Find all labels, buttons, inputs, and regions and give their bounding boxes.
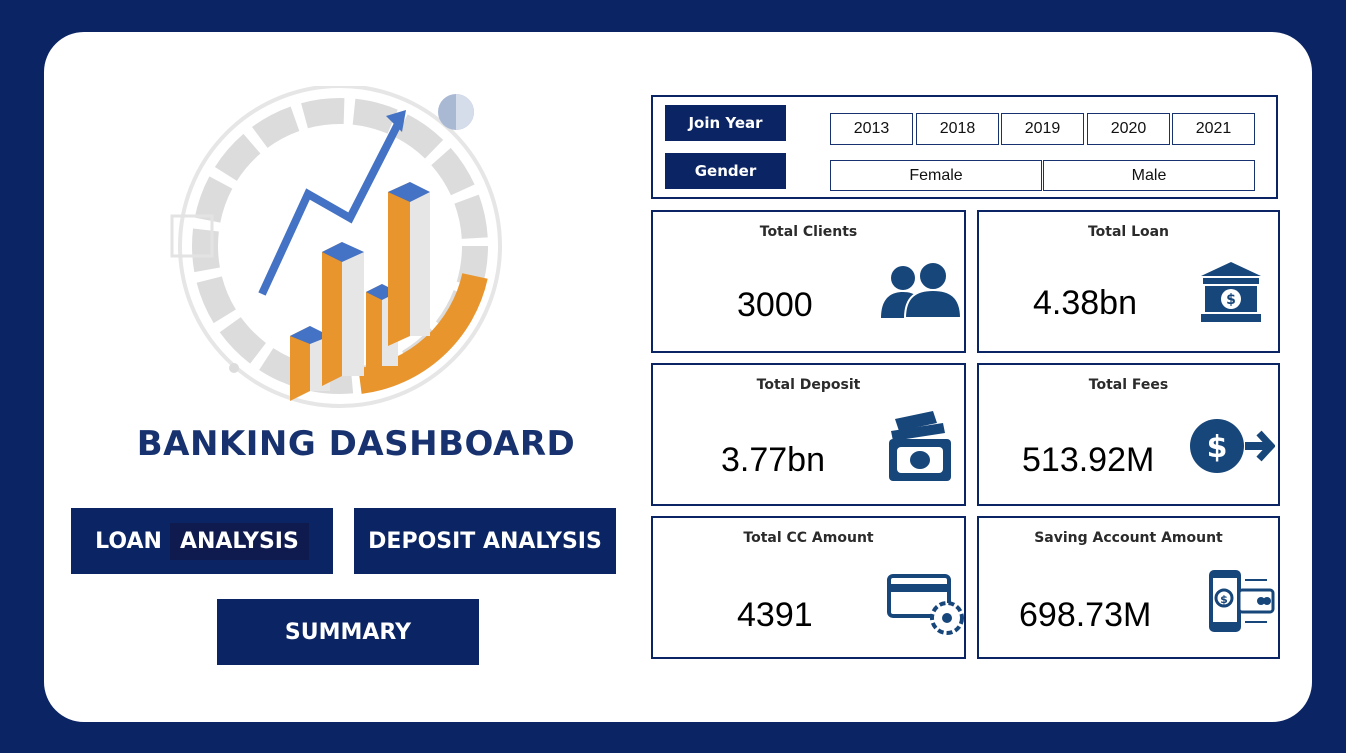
kpi-total-cc-amount: Total CC Amount 4391 xyxy=(651,516,966,659)
year-chip-2018[interactable]: 2018 xyxy=(916,113,999,145)
kpi-value: 4.38bn xyxy=(1033,284,1137,322)
kpi-title: Total Deposit xyxy=(756,377,861,393)
kpi-value: 4391 xyxy=(737,596,813,634)
growth-chart-illustration xyxy=(170,86,502,408)
analysis-label: ANALYSIS xyxy=(169,522,309,560)
join-year-label: Join Year xyxy=(665,105,786,141)
svg-text:$: $ xyxy=(1220,593,1228,606)
kpi-total-deposit: Total Deposit 3.77bn xyxy=(651,363,966,506)
kpi-value: 3000 xyxy=(737,286,813,324)
cash-icon xyxy=(889,411,951,481)
loan-label: LOAN xyxy=(95,528,162,554)
kpi-title: Total Loan xyxy=(1087,224,1170,240)
gender-label: Gender xyxy=(665,153,786,189)
kpi-value: 3.77bn xyxy=(721,441,825,479)
kpi-total-clients: Total Clients 3000 xyxy=(651,210,966,353)
mobile-transfer-icon: $ xyxy=(1209,570,1275,632)
kpi-total-loan: Total Loan 4.38bn $ xyxy=(977,210,1280,353)
year-chip-2013[interactable]: 2013 xyxy=(830,113,913,145)
year-chip-2021[interactable]: 2021 xyxy=(1172,113,1255,145)
summary-button[interactable]: SUMMARY xyxy=(217,599,479,665)
kpi-title: Total Fees xyxy=(1088,377,1169,393)
loan-analysis-button[interactable]: LOAN ANALYSIS xyxy=(71,508,333,574)
gender-chip-male[interactable]: Male xyxy=(1043,160,1255,191)
bank-icon: $ xyxy=(1201,262,1261,322)
year-chip-2019[interactable]: 2019 xyxy=(1001,113,1084,145)
dollar-arrow-icon: $ xyxy=(1190,419,1275,473)
dashboard-title: BANKING DASHBOARD xyxy=(136,424,576,464)
kpi-total-fees: Total Fees 513.92M $ xyxy=(977,363,1280,506)
kpi-title: Total Clients xyxy=(759,224,858,240)
people-icon xyxy=(881,261,961,319)
deposit-analysis-button[interactable]: DEPOSIT ANALYSIS xyxy=(354,508,616,574)
kpi-title: Saving Account Amount xyxy=(1034,530,1223,546)
gender-chip-female[interactable]: Female xyxy=(830,160,1042,191)
kpi-title: Total CC Amount xyxy=(743,530,874,546)
kpi-saving-account-amount: Saving Account Amount 698.73M $ xyxy=(977,516,1280,659)
credit-card-gear-icon xyxy=(887,574,964,635)
svg-text:$: $ xyxy=(1207,430,1228,465)
svg-text:$: $ xyxy=(1226,292,1236,308)
year-chip-2020[interactable]: 2020 xyxy=(1087,113,1170,145)
kpi-value: 513.92M xyxy=(1022,441,1155,479)
kpi-value: 698.73M xyxy=(1019,596,1152,634)
